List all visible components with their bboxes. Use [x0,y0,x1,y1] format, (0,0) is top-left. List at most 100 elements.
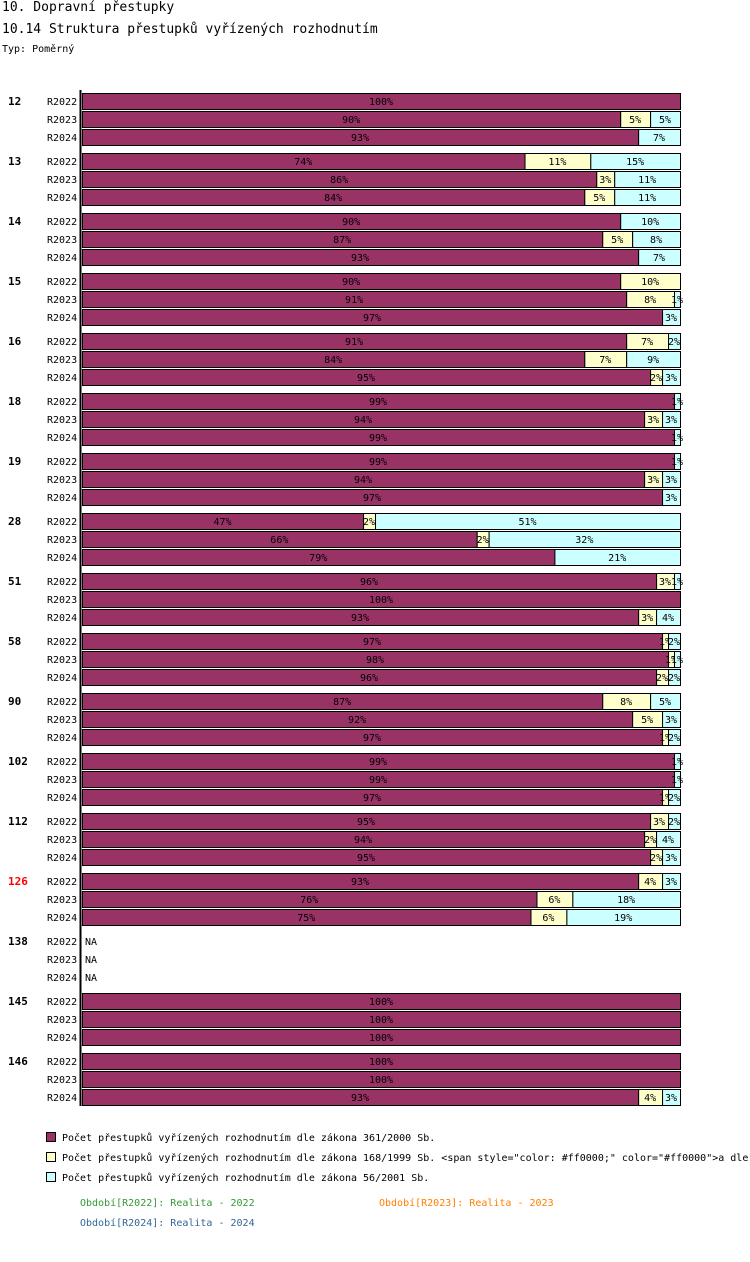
bar-value-label-s2: 5% [611,235,623,246]
bar-segment-s3 [668,633,681,650]
bar-value-label-s3: 51% [518,517,536,528]
legend-swatch-s3 [46,1172,56,1182]
bar-value-label-s1: 92% [348,715,366,726]
group-label-58: 58 [8,635,21,648]
bar-segment-s3 [662,489,681,506]
row-period-label: R2022 [47,217,77,228]
group-label-13: 13 [8,155,21,168]
row-period-label: R2022 [47,877,77,888]
bar-value-label-s1: 97% [363,493,381,504]
bar-segment-s3 [668,813,681,830]
row-period-label: R2024 [47,613,77,624]
bar-value-label-s3: 9% [647,355,659,366]
bar-value-label-s3: 4% [662,613,674,624]
row-period-label: R2022 [47,337,77,348]
row-period-label: R2023 [47,295,77,306]
bar-value-label-s1: 100% [369,1033,393,1044]
group-label-51: 51 [8,575,22,588]
bar-segment-s1 [82,1071,681,1088]
row-period-label: R2024 [47,433,77,444]
na-label: NA [85,937,97,948]
row-period-label: R2024 [47,1033,77,1044]
bar-value-label-s2: 8% [620,697,632,708]
row-period-label: R2024 [47,493,77,504]
legend-item-s2: Počet přestupků vyřízených rozhodnutím d… [46,1152,748,1166]
bar-value-label-s1: 98% [366,655,384,666]
bar-value-label-s3: 3% [665,877,677,888]
bar-value-label-s2: 6% [542,913,554,924]
bar-segment-s3 [626,351,681,368]
bar-segment-s3 [674,651,682,668]
bar-value-label-s2: 7% [599,355,611,366]
bar-segment-s3 [662,1089,681,1106]
row-period-label: R2024 [47,313,77,324]
bar-segment-s1 [82,1029,681,1046]
bar-value-label-s1: 87% [333,697,351,708]
group-label-12: 12 [8,95,21,108]
legend-item-s1: Počet přestupků vyřízených rozhodnutím d… [46,1132,435,1146]
row-period-label: R2022 [47,277,77,288]
bar-value-label-s1: 93% [351,1093,369,1104]
bar-segment-s3 [668,333,681,350]
bar-value-label-s1: 100% [369,595,393,606]
bar-value-label-s2: 5% [629,115,641,126]
group-label-28: 28 [8,515,21,528]
bar-value-label-s1: 87% [333,235,351,246]
group-label-18: 18 [8,395,21,408]
bar-value-label-s1: 93% [351,613,369,624]
row-period-label: R2023 [47,895,77,906]
bar-segment-s3 [614,171,681,188]
bar-value-label-s1: 97% [363,637,381,648]
group-label-126: 126 [8,875,28,888]
legend-label-s2: Počet přestupků vyřízených rozhodnutím d… [62,1153,749,1164]
na-label: NA [85,973,97,984]
bar-value-label-s1: 94% [354,475,372,486]
bar-value-label-s3: 1% [671,295,683,306]
group-label-15: 15 [8,275,21,288]
bar-value-label-s2: 8% [644,295,656,306]
bar-value-label-s2: 11% [548,157,566,168]
row-period-label: R2022 [47,457,77,468]
bar-segment-s2 [620,273,682,290]
bar-segment-s3 [674,429,682,446]
row-period-label: R2023 [47,415,77,426]
row-period-label: R2022 [47,397,77,408]
bar-value-label-s1: 99% [369,775,387,786]
bar-value-label-s1: 95% [357,853,375,864]
bar-value-label-s1: 86% [330,175,348,186]
bar-value-label-s1: 100% [369,1075,393,1086]
bar-segment-s3 [674,393,682,410]
bar-segment-s3 [572,891,681,908]
row-period-label: R2024 [47,553,77,564]
bar-segment-s3 [620,213,682,230]
bar-value-label-s1: 95% [357,817,375,828]
bar-segment-s3 [566,909,682,926]
bar-segment-s3 [662,711,681,728]
bar-segment-s1 [82,1011,681,1028]
row-period-label: R2022 [47,1057,77,1068]
bar-value-label-s3: 1% [671,577,683,588]
bar-value-label-s1: 94% [354,415,372,426]
bar-value-label-s1: 99% [369,397,387,408]
bar-value-label-s3: 8% [650,235,662,246]
row-period-label: R2024 [47,193,77,204]
bar-value-label-s2: 1% [665,655,677,666]
row-period-label: R2023 [47,355,77,366]
bar-value-label-s1: 90% [342,277,360,288]
bar-segment-s3 [375,513,681,530]
bar-segment-s3 [554,549,681,566]
row-period-label: R2023 [47,475,77,486]
row-period-label: R2023 [47,595,77,606]
bar-value-label-s1: 91% [345,337,363,348]
na-label: NA [85,955,97,966]
chart-type-label: Typ: Poměrný [2,44,75,55]
bar-value-label-s1: 99% [369,757,387,768]
bar-segment-s3 [674,453,682,470]
bar-value-label-s1: 100% [369,997,393,1008]
bar-value-label-s2: 10% [641,277,659,288]
bar-value-label-s2: 3% [647,475,659,486]
bar-value-label-s3: 2% [668,733,680,744]
bar-value-label-s3: 5% [659,115,671,126]
bar-value-label-s1: 90% [342,115,360,126]
bar-value-label-s1: 84% [324,193,342,204]
